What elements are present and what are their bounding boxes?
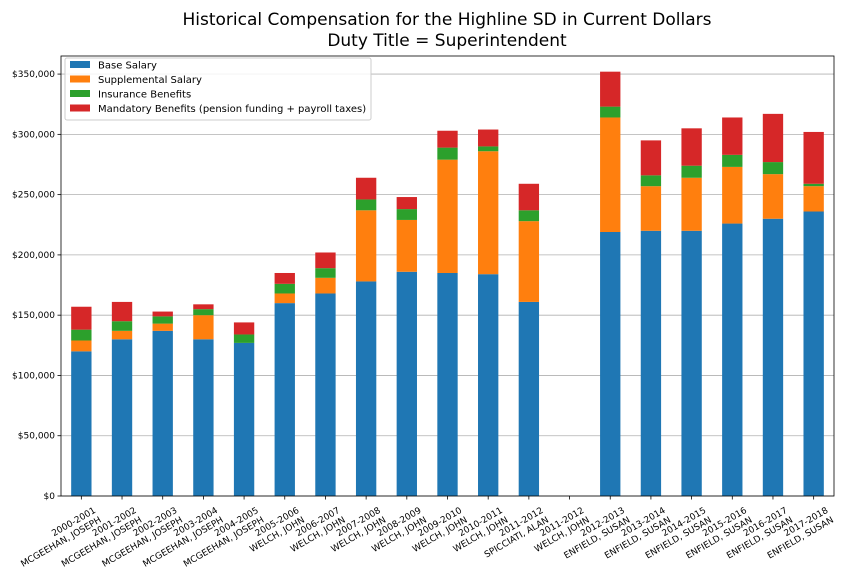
bar-segment-5-0 <box>274 303 295 496</box>
chart-title-line1: Historical Compensation for the Highline… <box>182 10 711 30</box>
bar-segment-6-2 <box>315 268 336 278</box>
bar-segment-14-3 <box>640 140 662 176</box>
bar-segment-13-3 <box>600 71 621 107</box>
legend-label-0: Base Salary <box>98 61 157 72</box>
bar-segment-10-0 <box>478 274 499 496</box>
bar-segment-7-1 <box>355 210 377 282</box>
bar-segment-2-3 <box>152 311 173 317</box>
y-axis: $0 $50,000 $100,000 $150,000 $200,000 $250,00… <box>12 70 61 502</box>
bar-segment-9-3 <box>437 130 458 148</box>
bar-segment-8-1 <box>396 219 417 272</box>
bar-segment-7-3 <box>355 177 377 200</box>
bar-segment-2-2 <box>152 316 173 324</box>
bar-segment-8-2 <box>396 209 417 220</box>
bar-segment-5-2 <box>274 283 295 294</box>
bar-segment-6-0 <box>315 293 336 496</box>
bar-segment-0-1 <box>71 340 92 352</box>
bar-segment-5-1 <box>274 293 295 304</box>
bar-segment-6-3 <box>315 252 336 269</box>
bar-segment-9-0 <box>437 272 458 496</box>
bar-segment-7-0 <box>355 281 377 496</box>
bar-segment-16-2 <box>722 154 743 167</box>
x-axis: 2000-2001MCGEEHAN, JOSEPH2001-2002MCGEEH… <box>14 496 836 570</box>
bar-segment-3-2 <box>193 309 214 316</box>
bar-segment-9-1 <box>437 159 458 273</box>
legend-swatch-1 <box>70 75 90 83</box>
bar-segment-3-1 <box>193 315 214 340</box>
bar-segment-2-0 <box>152 330 173 496</box>
bar-segment-1-0 <box>111 339 133 496</box>
y-tick-label-1: $50,000 <box>18 432 55 442</box>
legend-swatch-0 <box>70 61 90 68</box>
bar-segment-1-2 <box>111 321 133 331</box>
bar-segment-1-3 <box>111 301 133 322</box>
bar-segment-17-1 <box>762 174 784 219</box>
bar-stacks <box>71 71 824 497</box>
legend-label-3: Mandatory Benefits (pension funding + pa… <box>98 104 366 115</box>
bar-segment-17-3 <box>762 113 784 163</box>
bar-segment-14-0 <box>640 230 662 496</box>
bar-segment-13-2 <box>600 106 621 118</box>
bar-segment-11-2 <box>518 210 540 222</box>
bar-segment-5-3 <box>274 272 295 284</box>
y-tick-label-2: $100,000 <box>12 371 55 381</box>
bar-segment-4-3 <box>233 322 255 335</box>
bar-segment-17-0 <box>762 218 784 496</box>
bar-segment-13-1 <box>600 117 621 232</box>
bar-segment-10-1 <box>478 151 499 275</box>
bar-segment-15-1 <box>681 177 702 231</box>
bar-segment-11-0 <box>518 301 540 496</box>
bar-segment-14-2 <box>640 175 662 187</box>
bar-segment-16-1 <box>722 166 743 224</box>
legend-label-1: Supplemental Salary <box>98 75 202 86</box>
x-tick-label-0: 2000-2001MCGEEHAN, JOSEPH <box>14 506 103 570</box>
y-tick-label-3: $150,000 <box>12 311 55 321</box>
legend-box <box>64 57 372 121</box>
bar-segment-18-0 <box>803 211 824 497</box>
bar-segment-10-2 <box>478 146 499 152</box>
bar-segment-15-0 <box>681 230 702 496</box>
bar-segment-18-3 <box>803 131 824 184</box>
y-tick-label-6: $300,000 <box>12 130 55 140</box>
bar-segment-3-0 <box>193 339 214 496</box>
bar-segment-18-2 <box>803 183 824 187</box>
y-tick-label-0: $0 <box>44 492 56 502</box>
bar-segment-8-3 <box>396 197 417 210</box>
bar-segment-4-2 <box>233 334 255 343</box>
bar-segment-1-1 <box>111 330 133 340</box>
bar-segment-3-3 <box>193 304 214 310</box>
bar-segment-0-2 <box>71 329 92 341</box>
bar-segment-15-2 <box>681 165 702 178</box>
bar-segment-16-3 <box>722 117 743 155</box>
chart-title-line2: Duty Title = Superintendent <box>327 31 567 51</box>
bar-segment-8-0 <box>396 271 417 496</box>
bar-segment-14-1 <box>640 186 662 231</box>
legend-swatch-3 <box>70 104 90 112</box>
bar-segment-4-0 <box>233 342 255 496</box>
bar-segment-15-3 <box>681 128 702 166</box>
legend: Base Salary Supplemental Salary Insurance … <box>64 57 372 121</box>
y-tick-label-7: $350,000 <box>12 70 55 80</box>
bar-segment-9-2 <box>437 147 458 160</box>
bar-segment-17-2 <box>762 162 784 175</box>
y-tick-label-5: $250,000 <box>12 191 55 201</box>
bar-segment-2-1 <box>152 323 173 331</box>
bar-segment-16-0 <box>722 223 743 496</box>
bar-segment-18-1 <box>803 186 824 212</box>
bar-segment-11-1 <box>518 221 540 302</box>
y-tick-label-4: $200,000 <box>12 251 55 261</box>
bar-segment-0-3 <box>71 306 92 330</box>
bar-segment-0-0 <box>71 351 92 496</box>
legend-swatch-2 <box>70 90 90 97</box>
bar-segment-7-2 <box>355 199 377 211</box>
legend-label-2: Insurance Benefits <box>98 90 191 101</box>
bar-segment-11-3 <box>518 183 540 211</box>
bar-segment-13-0 <box>600 232 621 496</box>
bar-segment-6-1 <box>315 277 336 294</box>
bar-segment-10-3 <box>478 129 499 147</box>
